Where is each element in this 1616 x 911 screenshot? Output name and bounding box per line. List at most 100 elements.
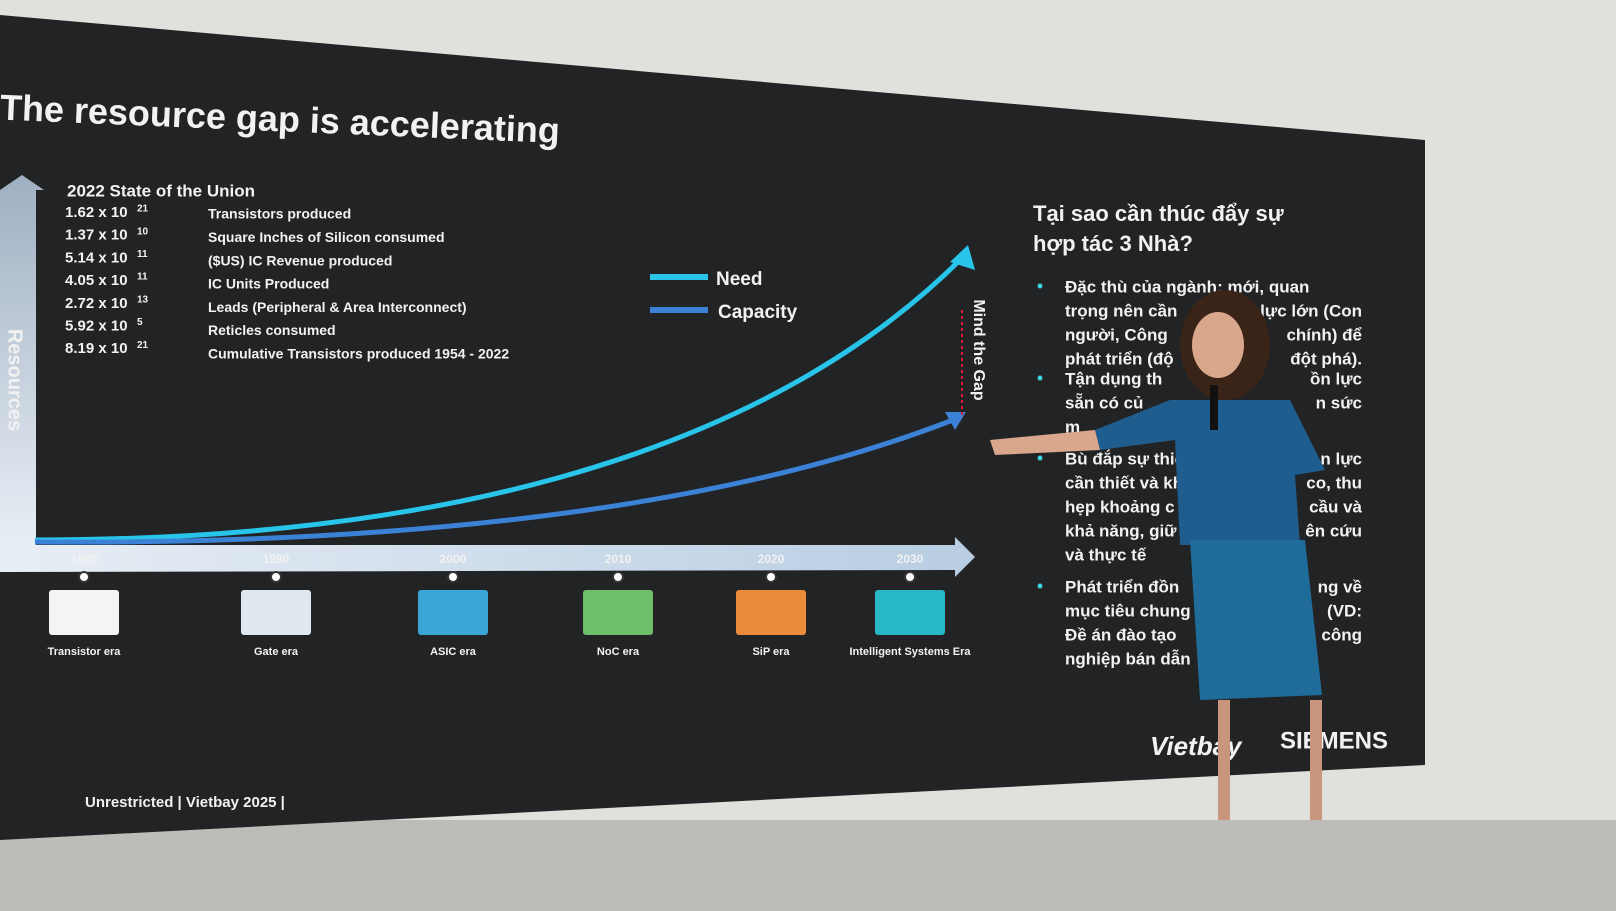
timeline-dot: [270, 571, 282, 583]
bullet-text: (VD:: [1327, 601, 1362, 620]
stat-value: 5.14 x 10: [65, 249, 128, 266]
stat-value: 4.05 x 10: [65, 272, 128, 289]
y-axis-label: Resources: [4, 329, 26, 431]
bullet-text: khả năng, giữ: [1065, 521, 1177, 540]
bullet-text: Phát triển đồn: [1065, 577, 1179, 596]
bullet-text: sẵn có củ: [1065, 392, 1143, 412]
stat-exponent: 13: [137, 294, 149, 305]
timeline-dot: [447, 571, 459, 583]
era-label: Gate era: [254, 646, 299, 658]
bullet-text: n sức: [1316, 393, 1362, 412]
bullet-text: và thực tế: [1065, 545, 1147, 564]
timeline-dot: [78, 571, 90, 583]
bullet-text: hẹp khoảng c: [1065, 497, 1175, 516]
stat-label: IC Units Produced: [208, 276, 329, 292]
era-label: NoC era: [597, 646, 640, 658]
stat-value: 1.37 x 10: [65, 227, 128, 244]
arm: [990, 430, 1100, 455]
stat-label: Cumulative Transistors produced 1954 - 2…: [208, 346, 509, 362]
stat-exponent: 5: [137, 317, 143, 328]
stat-exponent: 21: [137, 204, 149, 215]
year: 2030: [897, 552, 924, 566]
bullet-text: ồn lực: [1310, 369, 1362, 388]
bullet-text: phát triển (độ: [1065, 349, 1174, 368]
face: [1192, 312, 1244, 378]
bullet-text: ên cứu: [1305, 521, 1362, 540]
era-label: Intelligent Systems Era: [849, 646, 971, 658]
legend-label: Capacity: [718, 302, 798, 323]
era-icon: [49, 590, 119, 635]
right-heading: Tại sao cần thúc đẩy sự: [1033, 201, 1284, 226]
bullet-text: cần thiết và kh: [1065, 473, 1183, 492]
stat-exponent: 21: [137, 340, 149, 351]
leg: [1310, 700, 1322, 820]
gap-label: Mind the Gap: [970, 299, 987, 401]
stat-value: 1.62 x 10: [65, 204, 128, 221]
bullet-text: ng về: [1318, 577, 1362, 596]
stat-exponent: 10: [137, 226, 149, 237]
bullet-text: nghiệp bán dẫn: [1065, 649, 1191, 668]
stat-value: 5.92 x 10: [65, 317, 128, 334]
timeline-arrow: [0, 537, 975, 577]
capacity-arrowhead: [945, 412, 966, 430]
stat-label: Leads (Peripheral & Area Interconnect): [208, 299, 467, 315]
year: 2000: [440, 552, 467, 566]
bullet-text: Bù đắp sự thiế: [1065, 449, 1185, 468]
need-arrowhead: [950, 245, 975, 270]
stats-heading: 2022 State of the Union: [67, 181, 255, 200]
stat-label: Transistors produced: [208, 206, 351, 222]
year: 2020: [758, 552, 785, 566]
stat-value: 2.72 x 10: [65, 295, 128, 312]
year: 1980: [71, 552, 98, 566]
stat-label: ($US) IC Revenue produced: [208, 252, 392, 268]
bullet-text: n lực: [1320, 449, 1362, 468]
bullet-dot: [1037, 283, 1043, 289]
year: 2010: [605, 552, 632, 566]
era-icon: [736, 590, 806, 635]
right-heading: hợp tác 3 Nhà?: [1033, 231, 1193, 256]
footer: Unrestricted | Vietbay 2025 |: [85, 794, 285, 811]
bullet-text: lực lớn (Con: [1260, 301, 1362, 320]
era-icon: [875, 590, 945, 635]
bullet-text: m: [1065, 417, 1080, 436]
era-icon: [241, 590, 311, 635]
era-label: SiP era: [752, 646, 790, 658]
jacket: [1095, 400, 1325, 545]
need-curve: [34, 256, 964, 543]
timeline-dot: [904, 571, 916, 583]
slide-content: The resource gap is acceleratingResource…: [0, 87, 1388, 811]
skirt: [1190, 540, 1322, 700]
presenter: [990, 290, 1325, 820]
bullet-text: chính) để: [1286, 325, 1362, 344]
stat-exponent: 11: [137, 272, 148, 283]
year: 1990: [263, 552, 290, 566]
legend-label: Need: [716, 269, 762, 290]
stat-value: 8.19 x 10: [65, 340, 128, 357]
capacity-curve: [34, 415, 959, 545]
bullet-text: Đặc thù của ngành: mới, quan: [1065, 277, 1309, 296]
leg: [1218, 700, 1230, 820]
bullet-text: Đề án đào tạo: [1065, 625, 1176, 644]
bullet-dot: [1037, 583, 1043, 589]
slide: [0, 15, 1425, 840]
bullet-text: đột phá).: [1290, 349, 1362, 368]
timeline-dot: [612, 571, 624, 583]
logo: SIEMENS: [1280, 727, 1388, 754]
microphone: [1210, 385, 1218, 430]
era-icon: [583, 590, 653, 635]
bullet-dot: [1037, 375, 1043, 381]
timeline-dot: [765, 571, 777, 583]
stat-label: Square Inches of Silicon consumed: [208, 229, 445, 245]
bullet-text: công: [1321, 625, 1362, 644]
bullet-text: người, Công: [1065, 325, 1168, 344]
bullet-text: cầu và: [1309, 497, 1362, 516]
era-label: Transistor era: [48, 646, 122, 658]
y-axis-arrow: [0, 175, 44, 545]
bullet-dot: [1037, 455, 1043, 461]
era-icon: [418, 590, 488, 635]
bullet-text: trọng nên cần: [1065, 301, 1177, 320]
bullet-text: co, thu: [1306, 473, 1362, 492]
stat-label: Reticles consumed: [208, 322, 336, 338]
